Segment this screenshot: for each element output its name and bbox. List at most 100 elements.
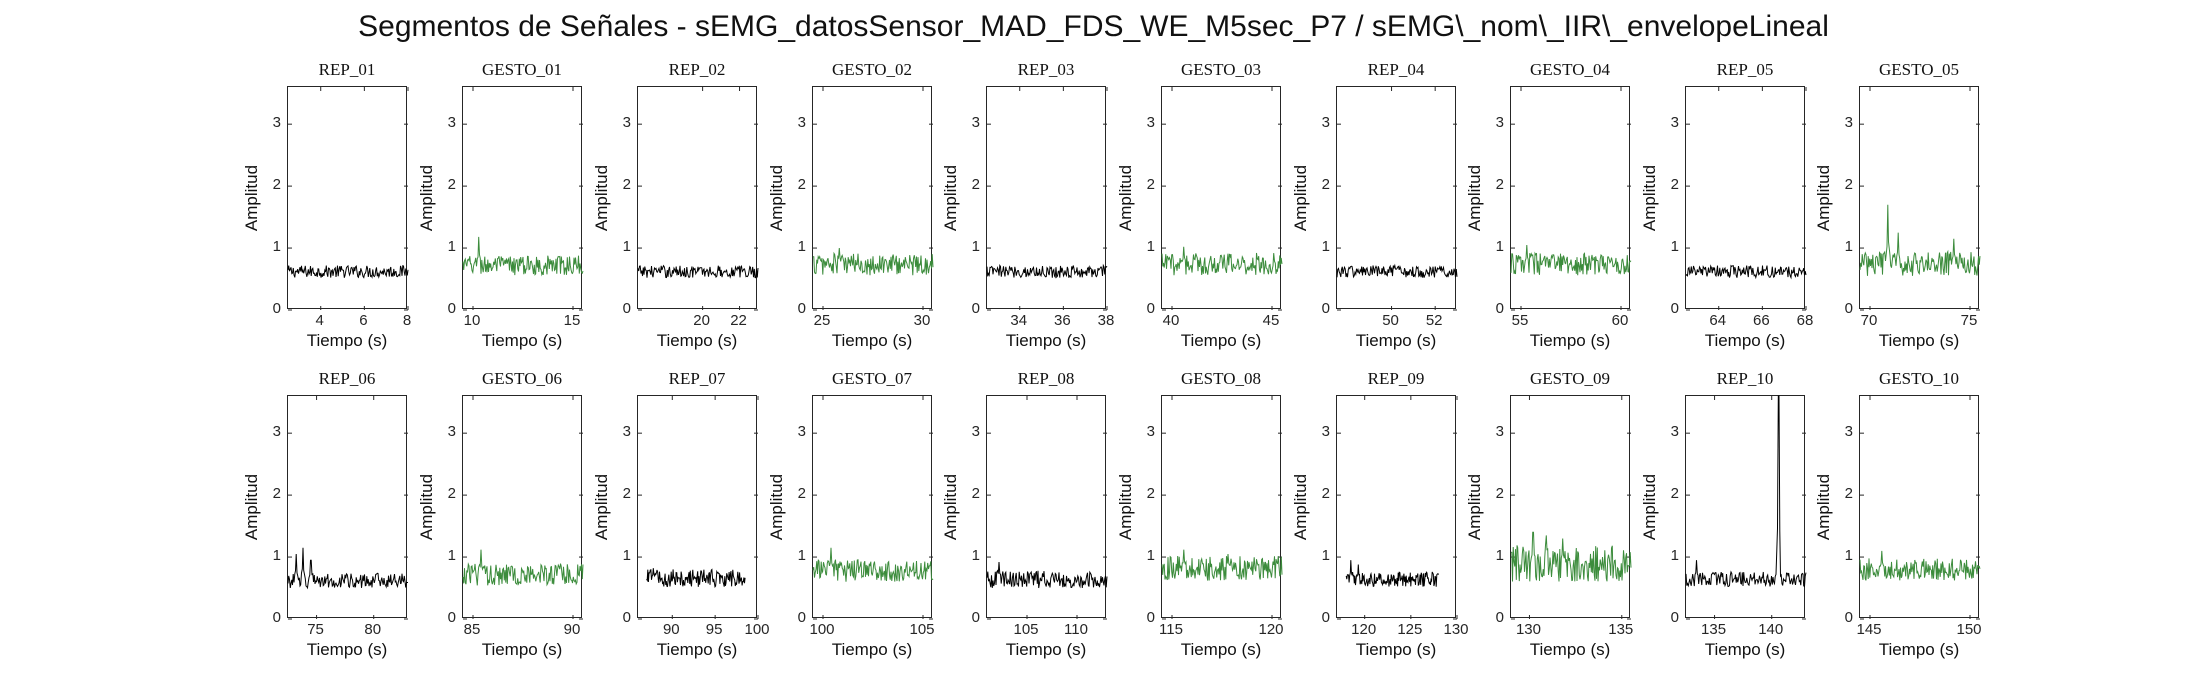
y-tick-label: 1 bbox=[1495, 238, 1504, 256]
y-tick-label: 0 bbox=[1844, 300, 1853, 317]
y-tick-label: 2 bbox=[1670, 176, 1679, 194]
x-tick-label: 20 bbox=[693, 312, 710, 329]
y-tick-label: 0 bbox=[1495, 609, 1504, 626]
x-tick-label: 90 bbox=[563, 621, 581, 638]
y-tick-label: 3 bbox=[797, 114, 806, 132]
subplot-plot-area bbox=[1337, 396, 1458, 620]
subplot-title: GESTO_03 bbox=[1181, 60, 1261, 79]
figure-title: Segmentos de Señales - sEMG_datosSensor_… bbox=[358, 10, 1829, 43]
x-tick-label: 105 bbox=[909, 621, 935, 638]
subplot-title: REP_04 bbox=[1367, 60, 1425, 79]
x-tick-label: 75 bbox=[1960, 312, 1978, 329]
y-tick-label: 2 bbox=[272, 485, 281, 503]
x-axis-label: Tiempo (s) bbox=[1180, 640, 1262, 659]
gesto-signal-line bbox=[462, 236, 584, 277]
y-tick-label: 3 bbox=[1146, 114, 1155, 132]
y-tick-label: 2 bbox=[447, 176, 456, 194]
x-tick-label: 60 bbox=[1611, 312, 1629, 329]
y-tick-label: 2 bbox=[1321, 485, 1330, 503]
y-tick-label: 3 bbox=[1670, 423, 1679, 441]
x-axis-label: Tiempo (s) bbox=[1529, 640, 1611, 659]
x-tick-label: 110 bbox=[1064, 621, 1088, 638]
subplot-plot-area bbox=[638, 396, 759, 620]
subplot-title: GESTO_07 bbox=[832, 369, 912, 388]
gesto-signal-line bbox=[1859, 550, 1981, 581]
gesto-signal-line bbox=[1859, 204, 1981, 276]
rep-signal-line bbox=[986, 263, 1108, 279]
x-axis-label: Tiempo (s) bbox=[656, 331, 738, 350]
y-tick-label: 3 bbox=[272, 423, 281, 441]
y-tick-label: 1 bbox=[447, 238, 456, 256]
x-tick-label: 50 bbox=[1382, 312, 1399, 329]
subplot-plot-area bbox=[287, 87, 409, 311]
x-axis-label: Tiempo (s) bbox=[1005, 640, 1087, 659]
x-tick-label: 120 bbox=[1258, 621, 1284, 638]
subplot-title: REP_03 bbox=[1017, 60, 1075, 79]
y-tick-label: 3 bbox=[622, 423, 631, 441]
y-tick-label: 1 bbox=[622, 238, 631, 256]
y-tick-label: 2 bbox=[1146, 176, 1155, 194]
gesto-signal-line bbox=[813, 248, 934, 276]
x-tick-label: 150 bbox=[1956, 621, 1982, 638]
y-tick-label: 3 bbox=[622, 114, 631, 132]
rep-signal-line bbox=[986, 561, 1108, 589]
subplot-title: GESTO_02 bbox=[832, 60, 912, 79]
subplot-axes bbox=[1161, 395, 1283, 620]
y-tick-label: 1 bbox=[797, 238, 806, 256]
x-tick-label: 52 bbox=[1425, 312, 1443, 329]
y-tick-label: 0 bbox=[272, 300, 281, 317]
subplot-axes bbox=[986, 395, 1108, 620]
y-tick-label: 2 bbox=[1844, 485, 1853, 503]
y-tick-label: 1 bbox=[1321, 547, 1330, 565]
x-tick-label: 135 bbox=[1608, 621, 1634, 638]
y-tick-label: 2 bbox=[1146, 485, 1155, 503]
y-tick-label: 1 bbox=[1844, 547, 1853, 565]
subplot-axes bbox=[986, 86, 1108, 311]
x-axis-label: Tiempo (s) bbox=[1878, 640, 1960, 659]
rep-signal-line bbox=[287, 264, 409, 279]
y-tick-label: 1 bbox=[971, 547, 980, 565]
y-tick-label: 3 bbox=[1321, 114, 1330, 132]
y-tick-label: 0 bbox=[971, 300, 980, 317]
y-tick-label: 0 bbox=[1146, 609, 1155, 626]
subplot-plot-area bbox=[462, 87, 584, 311]
subplot-plot-area bbox=[1859, 396, 1981, 620]
subplot-title: REP_08 bbox=[1017, 369, 1075, 388]
subplot-axes bbox=[1685, 86, 1807, 311]
y-tick-label: 1 bbox=[1844, 238, 1853, 256]
y-tick-label: 3 bbox=[272, 114, 281, 132]
x-tick-label: 130 bbox=[1443, 621, 1469, 638]
y-tick-label: 2 bbox=[622, 176, 631, 194]
subplot-title: GESTO_01 bbox=[482, 60, 562, 79]
x-tick-label: 6 bbox=[359, 312, 368, 329]
x-tick-label: 75 bbox=[307, 621, 324, 638]
y-tick-label: 1 bbox=[1321, 238, 1330, 256]
x-axis-label: Tiempo (s) bbox=[1355, 331, 1437, 350]
x-tick-label: 34 bbox=[1010, 312, 1028, 329]
x-tick-label: 70 bbox=[1860, 312, 1878, 329]
subplot-axes bbox=[637, 395, 759, 620]
y-tick-label: 2 bbox=[971, 176, 980, 194]
subplot-plot-area bbox=[1161, 87, 1283, 311]
subplot-title: GESTO_04 bbox=[1530, 60, 1610, 79]
y-tick-label: 0 bbox=[971, 609, 980, 626]
subplot-plot-area bbox=[287, 396, 408, 620]
x-tick-label: 90 bbox=[662, 621, 680, 638]
x-tick-label: 115 bbox=[1159, 621, 1183, 638]
y-tick-label: 0 bbox=[1495, 300, 1504, 317]
subplot-axes bbox=[637, 86, 759, 311]
y-tick-label: 1 bbox=[1495, 547, 1504, 565]
subplot-title: REP_01 bbox=[318, 60, 376, 79]
gesto-signal-line bbox=[1161, 246, 1283, 276]
x-tick-label: 22 bbox=[730, 312, 747, 329]
subplot-plot-area bbox=[986, 396, 1108, 620]
subplot-plot-area bbox=[1685, 395, 1807, 620]
y-tick-label: 1 bbox=[1146, 547, 1155, 565]
y-tick-label: 2 bbox=[1495, 485, 1504, 503]
subplot-plot-area bbox=[637, 87, 759, 311]
x-axis-label: Tiempo (s) bbox=[481, 331, 563, 350]
subplot-plot-area bbox=[1859, 87, 1981, 311]
x-tick-label: 55 bbox=[1511, 312, 1529, 329]
subplot-axes bbox=[812, 86, 934, 311]
y-tick-label: 0 bbox=[797, 300, 806, 317]
